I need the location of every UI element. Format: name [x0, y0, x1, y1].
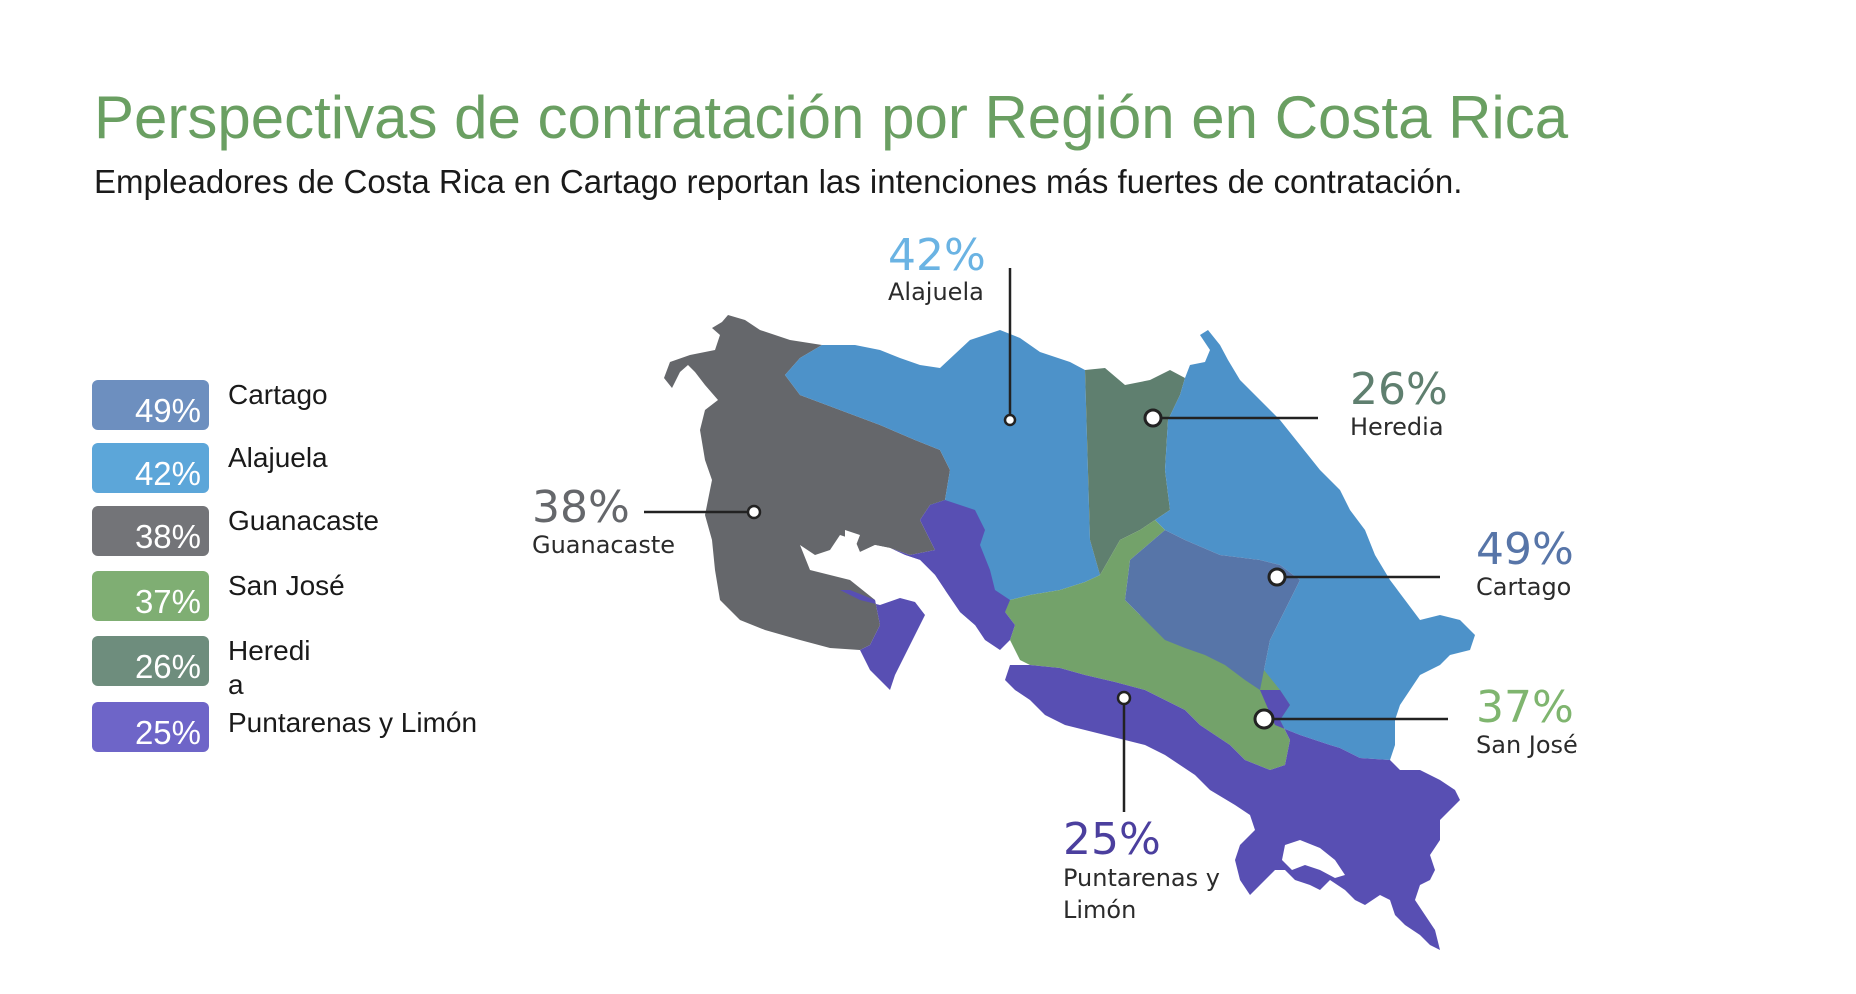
region-alajuela	[785, 330, 1100, 625]
marker-dot	[1003, 413, 1017, 427]
legend-item-guanacaste: 38% Guanacaste	[92, 504, 512, 556]
marker-dot	[1143, 408, 1163, 428]
golfo-nicoya	[845, 545, 950, 610]
callout-value: 38%	[532, 482, 630, 533]
region-limon-east	[1155, 330, 1475, 760]
legend-item-cartago: 49% Cartago	[92, 378, 512, 430]
marker-dot	[1253, 708, 1275, 730]
legend-badge: 38%	[92, 506, 209, 556]
callout-san-jose: 37% San José	[1253, 682, 1578, 759]
legend-label: Cartago	[228, 379, 328, 410]
legend-item-heredia: 26% Heredi a	[92, 634, 512, 700]
callout-name: Alajuela	[888, 278, 984, 306]
legend-badge: 26%	[92, 636, 209, 686]
legend-value: 37%	[134, 583, 201, 620]
legend-badge: 42%	[92, 443, 209, 493]
callout-value: 42%	[888, 230, 986, 281]
marker-dot	[1116, 690, 1132, 706]
legend-label: Puntarenas y Limón	[228, 707, 478, 738]
callout-value: 26%	[1350, 364, 1448, 415]
callout-name: Limón	[1063, 896, 1136, 924]
legend-value: 26%	[134, 648, 201, 685]
callout-value: 37%	[1476, 682, 1574, 733]
callout-name: Cartago	[1476, 573, 1571, 601]
legend-value: 42%	[134, 455, 201, 492]
island	[845, 530, 860, 548]
region-guanacaste	[664, 315, 950, 650]
marker-dot	[1267, 567, 1287, 587]
golfo-dulce	[1282, 840, 1345, 878]
callout-guanacaste: 38% Guanacaste	[532, 482, 762, 559]
callout-value: 49%	[1476, 524, 1574, 575]
legend-item-puntarenas-limon: 25% Puntarenas y Limón	[92, 700, 512, 752]
page-subtitle: Empleadores de Costa Rica en Cartago rep…	[94, 163, 1463, 200]
callout-name: San José	[1476, 731, 1578, 759]
callout-alajuela: 42% Alajuela	[888, 230, 1017, 427]
legend-item-san-jose: 37% San José	[92, 569, 512, 621]
callout-cartago: 49% Cartago	[1267, 524, 1574, 601]
callout-puntarenas-limon: 25% Puntarenas y Limón	[1063, 690, 1220, 924]
legend-label: Heredi a	[228, 635, 311, 700]
legend-badge: 37%	[92, 571, 209, 621]
callout-value: 25%	[1063, 814, 1161, 865]
page-title: Perspectivas de contratación por Región …	[94, 84, 1569, 151]
legend-value: 38%	[134, 518, 201, 555]
callout-name: Guanacaste	[532, 531, 675, 559]
legend-badge: 25%	[92, 702, 209, 752]
marker-dot	[746, 504, 762, 520]
region-san-jose	[1005, 520, 1290, 770]
legend-label: Guanacaste	[228, 505, 379, 536]
callout-name: Heredia	[1350, 413, 1444, 441]
region-puntarenas-coast	[890, 500, 1015, 650]
legend-value: 25%	[134, 714, 201, 751]
legend-value: 49%	[134, 392, 201, 429]
callout-name: Puntarenas y	[1063, 864, 1220, 892]
legend-label: Alajuela	[228, 442, 328, 473]
legend-item-alajuela: 42% Alajuela	[92, 441, 512, 493]
legend-badge: 49%	[92, 380, 209, 430]
region-cartago	[1125, 530, 1300, 690]
legend-label: San José	[228, 570, 345, 601]
region-puntarenas-south	[1005, 665, 1460, 950]
callout-heredia: 26% Heredia	[1143, 364, 1448, 441]
region-puntarenas-nicoya	[840, 590, 925, 690]
